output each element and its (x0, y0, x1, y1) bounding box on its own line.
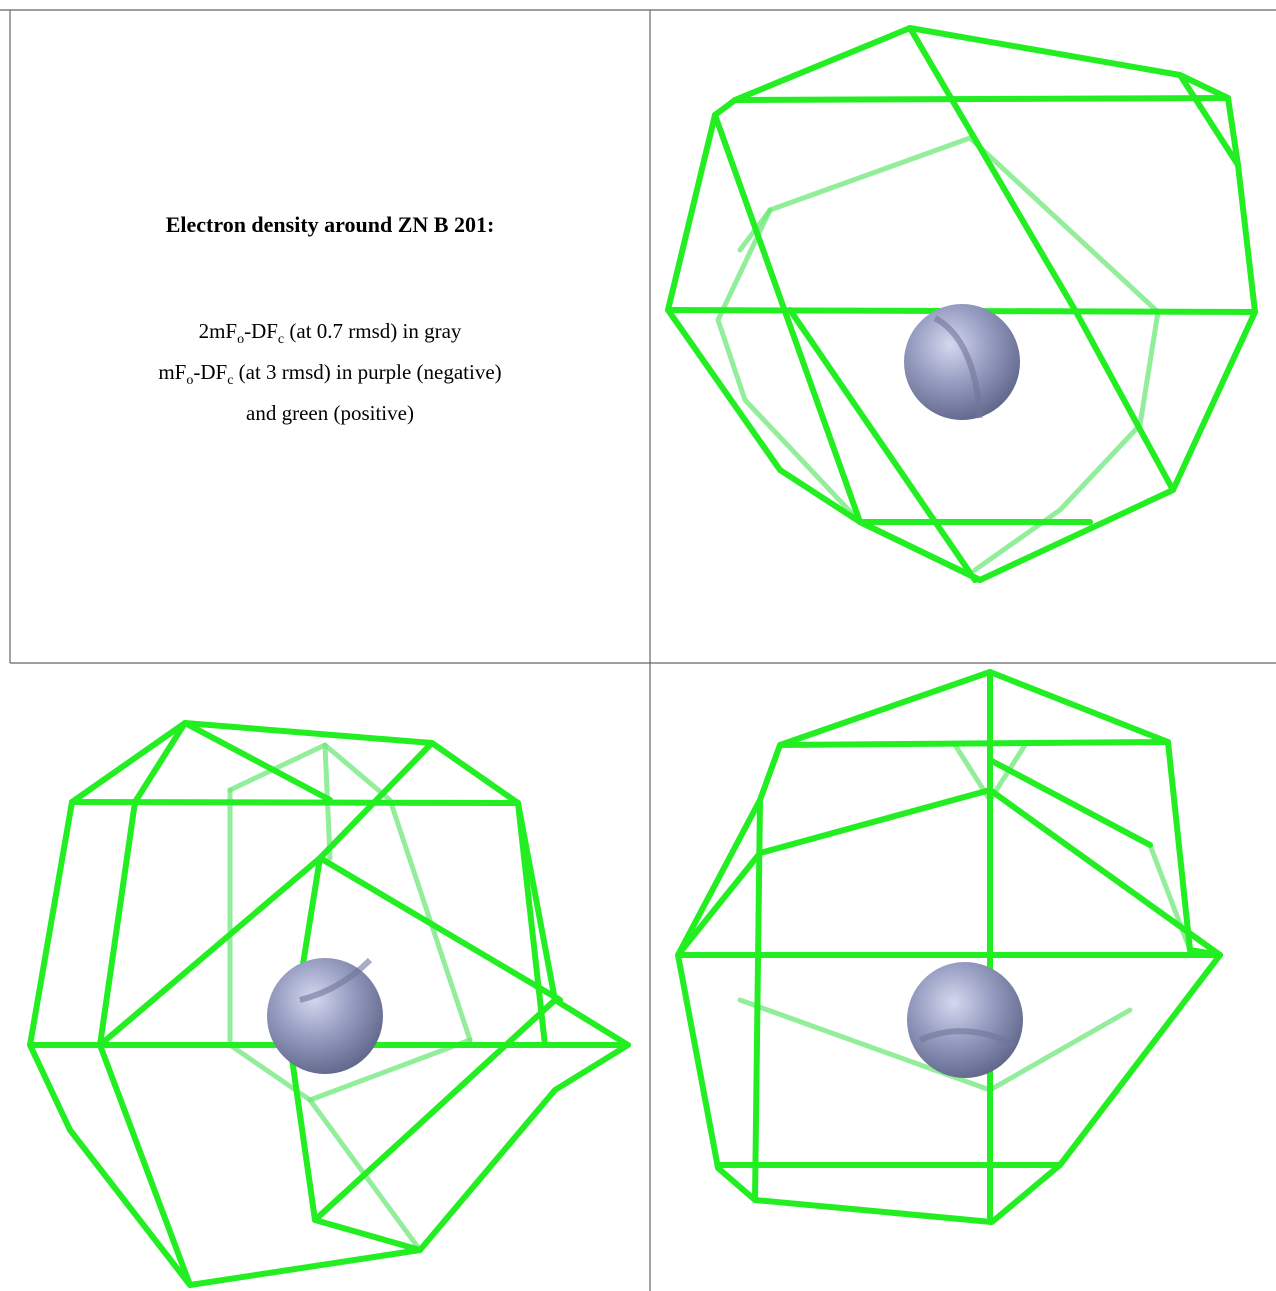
mesh-edge (857, 519, 983, 583)
legend-line: 2mFo-DFc (at 0.7 rmsd) in gray (10, 315, 650, 356)
mesh-edge (515, 800, 548, 1048)
mesh-back-edge (715, 207, 863, 525)
subscript: o (186, 373, 194, 389)
mesh-edge (712, 112, 863, 525)
figure-legend: 2mFo-DFc (at 0.7 rmsd) in gray mFo-DFc (a… (10, 315, 650, 430)
figure-title: Electron density around ZN B 201: (165, 212, 495, 237)
mesh-back-edge (307, 1037, 473, 1103)
subscript: c (277, 332, 285, 348)
table-borders (0, 9, 1276, 1291)
mesh-edge (317, 740, 435, 861)
legend-text: and green (positive) (246, 401, 414, 426)
mesh-edge (287, 855, 423, 1253)
mesh-edge (312, 997, 558, 1223)
mesh-edge (27, 720, 631, 1288)
subscript: o (237, 332, 245, 348)
mesh-edge (317, 855, 563, 1003)
legend-line: and green (positive) (10, 397, 650, 430)
mesh-edge (182, 720, 333, 803)
mesh-back-edge (1147, 842, 1193, 953)
legend-text: -DF (244, 319, 278, 343)
mesh-edge (752, 797, 763, 1203)
subscript: c (227, 373, 234, 389)
legend-text: (at 0.7 rmsd) in gray (284, 319, 462, 343)
mesh-edge (787, 307, 978, 583)
legend-text: -DF (193, 360, 228, 385)
mesh-edge (987, 757, 1153, 848)
mesh-edge (732, 95, 1231, 103)
zinc-atoms (267, 304, 1023, 1078)
legend-text: mF (158, 360, 187, 385)
mesh-edge (675, 787, 1223, 958)
legend-text: 2mF (198, 319, 238, 343)
mesh-edge (777, 739, 1171, 748)
legend-line: mFo-DFc (at 3 rmsd) in purple (negative) (10, 356, 650, 397)
mesh-edge (1177, 72, 1241, 168)
mesh-edge (675, 669, 1223, 1225)
mesh-edge (69, 799, 521, 806)
legend-text: (at 3 rmsd) in purple (negative) (233, 360, 502, 385)
mesh-edge (97, 855, 323, 1048)
mesh-edge (132, 720, 188, 805)
